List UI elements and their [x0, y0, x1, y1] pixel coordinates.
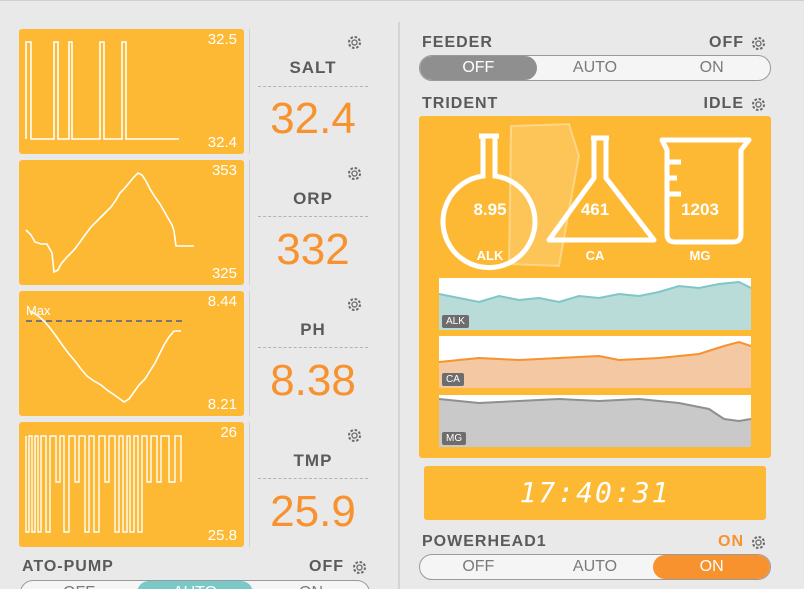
ph-threshold-label: Max [26, 303, 51, 318]
probe-separator [249, 160, 250, 285]
powerhead1-title: POWERHEAD1 [422, 533, 547, 550]
powerhead1-auto-option[interactable]: AUTO [572, 558, 618, 575]
ca-value: 461 [580, 200, 610, 219]
trident-state: IDLE [703, 95, 744, 112]
probe-separator [249, 422, 250, 547]
orp-chart-tile[interactable]: 353 325 [19, 160, 244, 285]
probe-separator [249, 29, 250, 154]
alk-value: 8.95 [473, 200, 507, 219]
powerhead1-off-option[interactable]: OFF [462, 558, 495, 575]
trident-panel[interactable]: 8.95 461 1203 ALK CA MG ALK CA MG [419, 116, 771, 458]
salt-chart-tile[interactable]: 32.5 32.4 [19, 29, 244, 154]
tmp-chart-max: 26 [220, 424, 237, 441]
mg-history-area [439, 397, 751, 447]
ato-pump-mode-toggle[interactable]: OFF AUTO ON [20, 580, 370, 589]
trident-logo-watermark-icon [507, 122, 581, 268]
feeder-off-option[interactable]: OFF [420, 56, 537, 80]
tmp-chart-min: 25.8 [207, 527, 237, 544]
tmp-chart-tile[interactable]: 26 25.8 [19, 422, 244, 547]
tmp-divider [258, 478, 368, 479]
ato-pump-on-option[interactable]: ON [253, 581, 369, 589]
mg-strip-tag: MG [442, 432, 467, 445]
top-border [0, 0, 804, 1]
orp-value: 332 [276, 225, 350, 274]
column-divider [398, 22, 400, 589]
ph-settings-gear-icon[interactable] [346, 296, 363, 313]
tmp-value: 25.9 [270, 487, 356, 536]
ph-chart-min: 8.21 [207, 396, 237, 413]
alk-history-area [439, 280, 751, 330]
feeder-title: FEEDER [422, 34, 493, 51]
trident-glassware-illustration [440, 122, 752, 271]
orp-divider [258, 216, 368, 217]
probe-separator [249, 291, 250, 416]
feeder-auto-option[interactable]: AUTO [572, 59, 618, 76]
feeder-on-option[interactable]: ON [699, 59, 724, 76]
ato-pump-settings-gear-icon[interactable] [351, 559, 368, 576]
alk-history-strip[interactable]: ALK [439, 278, 751, 330]
salt-label: SALT [289, 58, 337, 77]
alk-strip-tag: ALK [442, 315, 469, 328]
trident-title: TRIDENT [422, 95, 499, 112]
clock-time: 17:40:31 [519, 476, 671, 509]
orp-chart-min: 325 [211, 265, 237, 282]
powerhead1-state: ON [718, 533, 744, 550]
feeder-state: OFF [709, 34, 744, 51]
ph-chart-max: 8.44 [207, 293, 237, 310]
tmp-settings-gear-icon[interactable] [346, 427, 363, 444]
mg-beaker-icon [659, 137, 752, 245]
ato-pump-auto-option[interactable]: AUTO [137, 581, 253, 589]
mg-value: 1203 [681, 200, 719, 219]
ph-value: 8.38 [270, 356, 356, 405]
salt-chart-max: 32.5 [207, 31, 237, 48]
alk-flask-icon [440, 133, 538, 271]
ca-strip-tag: CA [442, 373, 464, 386]
ph-label: PH [300, 320, 326, 339]
tmp-label: TMP [293, 451, 333, 470]
ca-label: CA [585, 248, 605, 263]
ph-divider [258, 347, 368, 348]
powerhead1-settings-gear-icon[interactable] [750, 534, 767, 551]
ph-trend-line [26, 310, 182, 403]
salt-divider [258, 86, 368, 87]
ato-pump-state: OFF [309, 558, 344, 575]
orp-settings-gear-icon[interactable] [346, 165, 363, 182]
salt-chart-min: 32.4 [207, 134, 237, 151]
salt-trend-line [25, 41, 179, 140]
orp-chart-max: 353 [211, 162, 237, 179]
orp-label: ORP [293, 189, 333, 208]
tmp-trend-line [25, 435, 182, 533]
powerhead1-on-option[interactable]: ON [653, 555, 770, 579]
ca-history-area [439, 340, 751, 388]
ato-pump-title: ATO-PUMP [22, 558, 114, 575]
ph-chart-tile[interactable]: Max 8.44 8.21 [19, 291, 244, 416]
ca-history-strip[interactable]: CA [439, 336, 751, 388]
mg-label: MG [689, 248, 711, 263]
feeder-mode-toggle[interactable]: OFF AUTO ON [419, 55, 771, 81]
ca-flask-icon [546, 135, 657, 243]
mg-history-strip[interactable]: MG [439, 395, 751, 447]
orp-trend-line [25, 172, 194, 274]
clock-tile: 17:40:31 [424, 466, 766, 520]
salt-value: 32.4 [270, 94, 356, 143]
ato-pump-off-option[interactable]: OFF [21, 581, 137, 589]
salt-settings-gear-icon[interactable] [346, 34, 363, 51]
trident-settings-gear-icon[interactable] [750, 96, 767, 113]
feeder-settings-gear-icon[interactable] [750, 35, 767, 52]
powerhead1-mode-toggle[interactable]: OFF AUTO ON [419, 554, 771, 580]
alk-label: ALK [476, 248, 504, 263]
